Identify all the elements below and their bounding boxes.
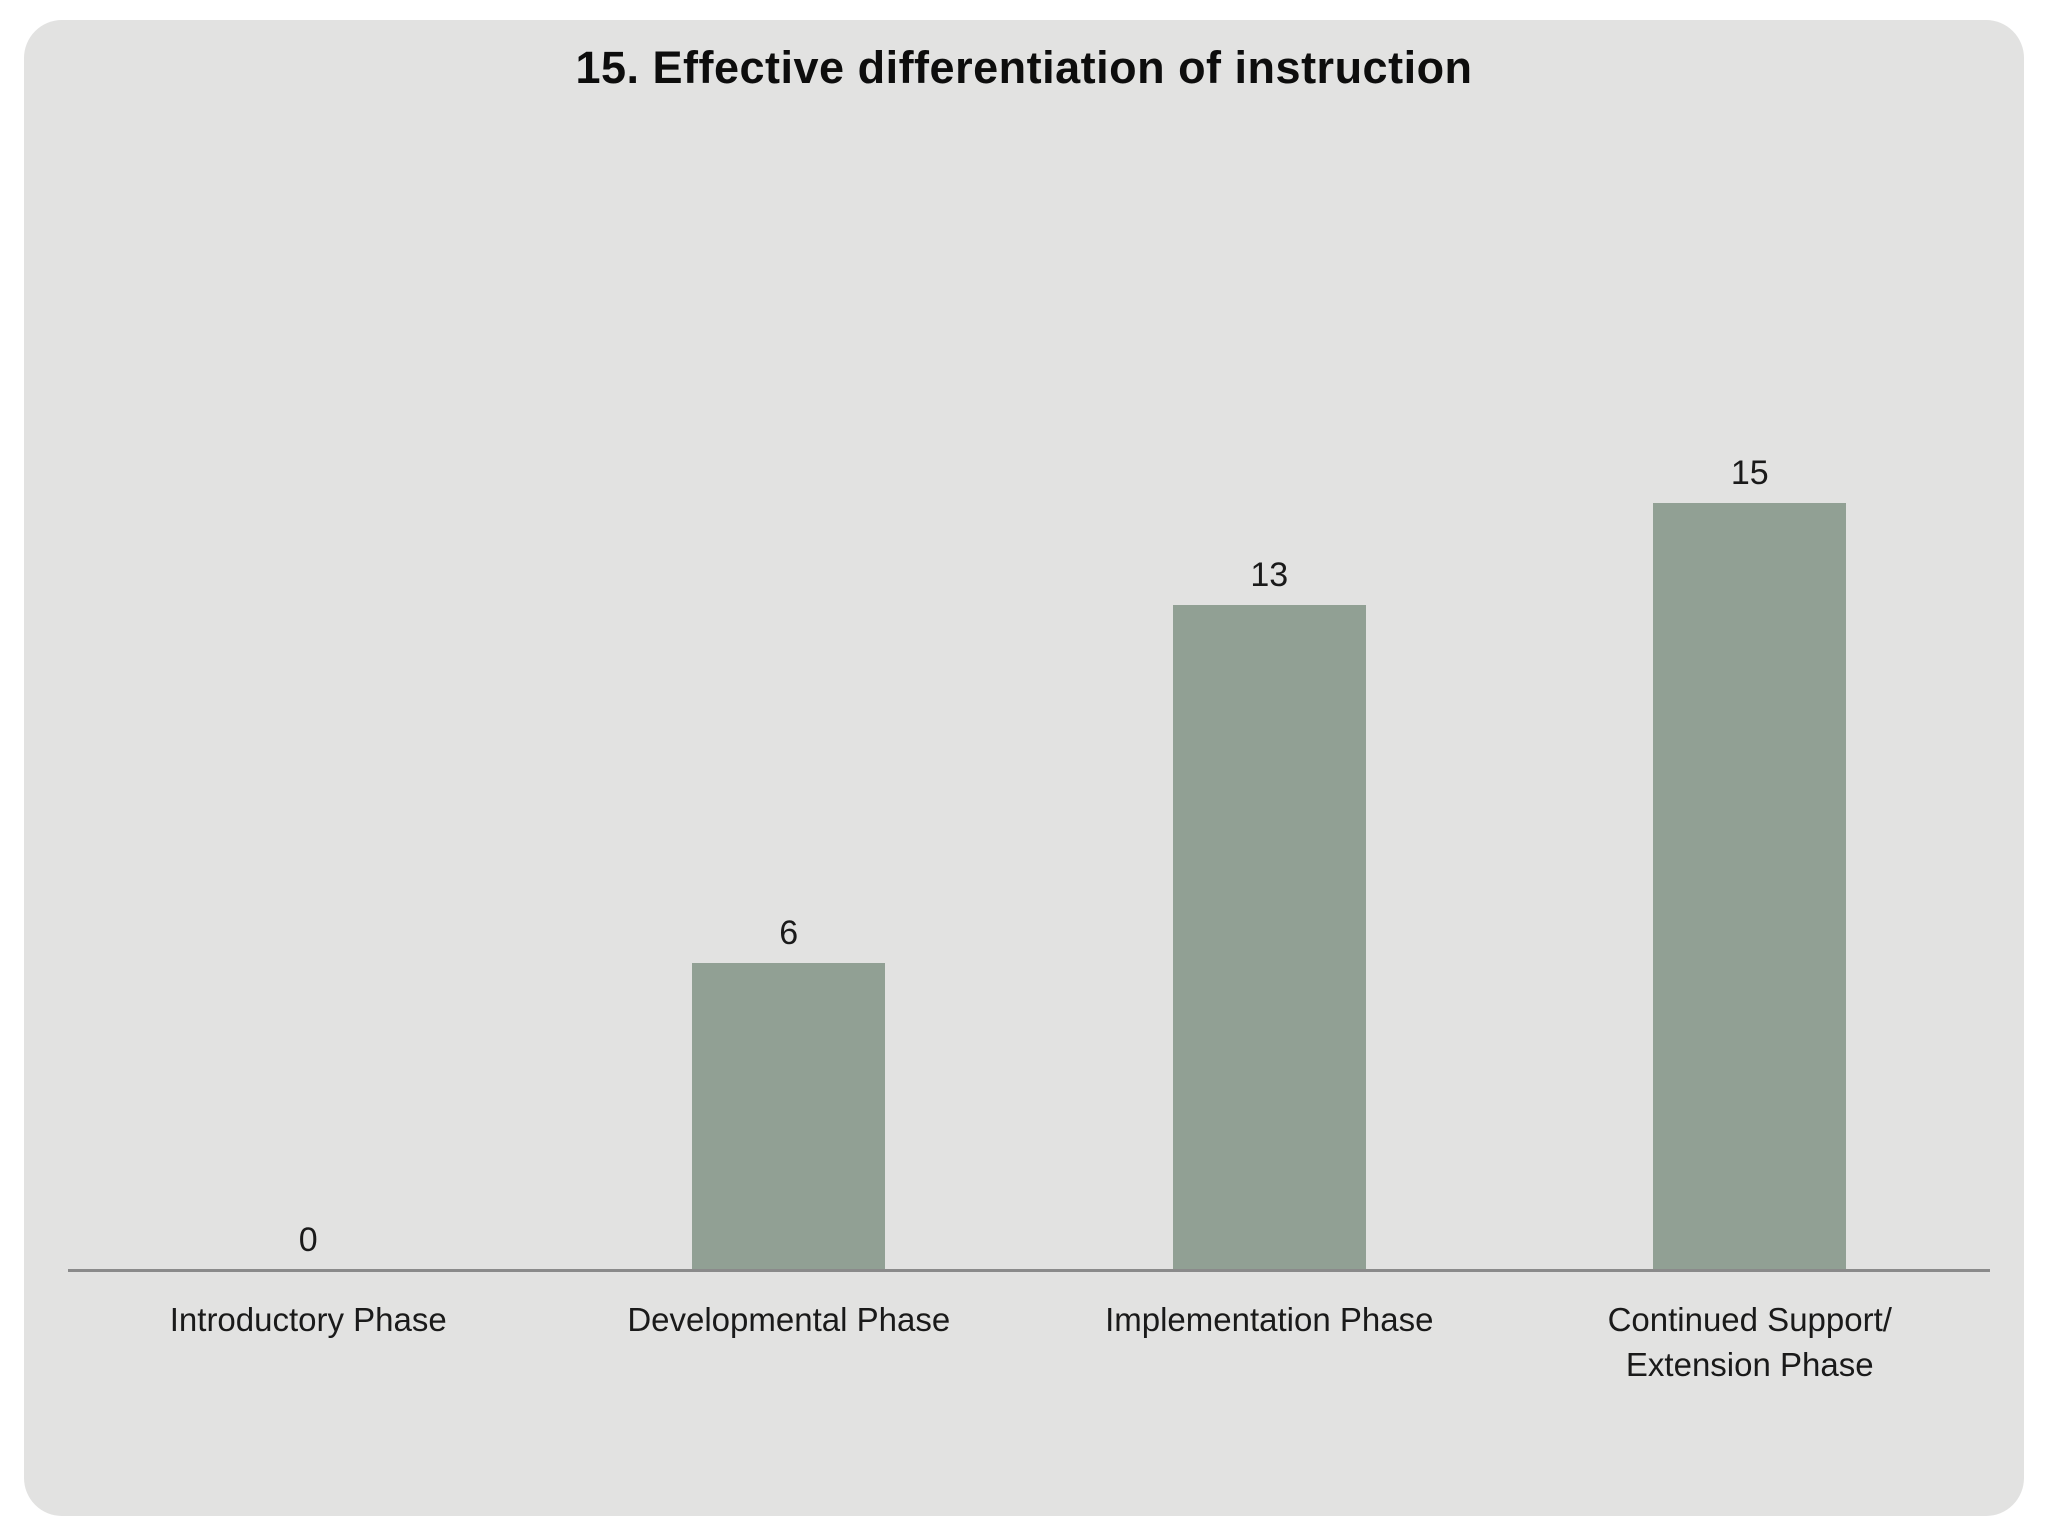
bar-developmental-phase xyxy=(692,963,886,1270)
x-axis-category-labels: Introductory Phase Developmental Phase I… xyxy=(68,1298,1990,1387)
bar-value-label: 6 xyxy=(779,914,799,952)
category-label-introductory-phase: Introductory Phase xyxy=(169,1301,447,1338)
bar-value-label: 0 xyxy=(298,1221,318,1259)
bar-column-developmental-phase: 6 xyxy=(549,410,1030,1270)
bar-implementation-phase xyxy=(1172,605,1366,1270)
bar-column-implementation-phase: 13 xyxy=(1029,410,1510,1270)
slide-background: 15. Effective differentiation of instruc… xyxy=(24,20,2024,1516)
chart-title: 15. Effective differentiation of instruc… xyxy=(575,42,1473,93)
bar-column-introductory-phase: 0 xyxy=(68,410,549,1270)
category-label-implementation-phase: Implementation Phase xyxy=(1105,1301,1434,1338)
category-label-developmental-phase: Developmental Phase xyxy=(627,1301,951,1338)
bar-value-label: 13 xyxy=(1250,556,1289,594)
bar-continued-support-extension-phase xyxy=(1653,503,1847,1270)
x-axis-line xyxy=(68,1269,1990,1272)
bar-value-label: 15 xyxy=(1730,454,1769,492)
category-label-continued-support-extension-phase: Continued Support/ Extension Phase xyxy=(1607,1301,1892,1383)
bar-chart-plot-area: 0 6 13 15 xyxy=(68,410,1991,1272)
bar-column-continued-support-extension-phase: 15 xyxy=(1510,410,1991,1270)
